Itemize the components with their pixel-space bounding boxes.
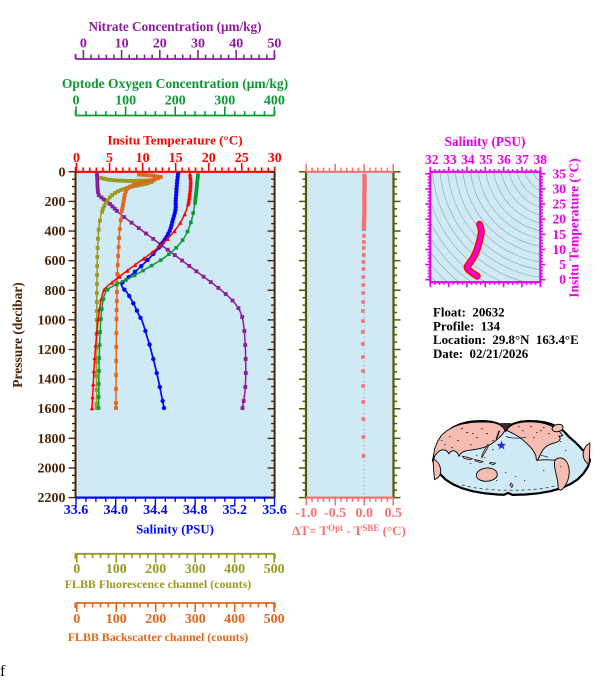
svg-text:34.4: 34.4 xyxy=(143,503,168,518)
svg-text:500: 500 xyxy=(264,562,285,577)
svg-text:100: 100 xyxy=(106,562,127,577)
svg-text:1600: 1600 xyxy=(38,402,66,417)
svg-text:Float: 20632: Float: 20632 xyxy=(433,305,505,319)
svg-text:20: 20 xyxy=(553,212,567,227)
svg-text:10: 10 xyxy=(115,37,129,52)
svg-text:400: 400 xyxy=(264,94,285,109)
svg-text:Location: 29.8°N 163.4°E: Location: 29.8°N 163.4°E xyxy=(433,333,579,347)
svg-text:500: 500 xyxy=(264,612,285,627)
svg-text:33: 33 xyxy=(443,152,457,167)
svg-text:1200: 1200 xyxy=(38,343,66,358)
svg-text:Insitu Temperature (°C): Insitu Temperature (°C) xyxy=(107,132,242,147)
svg-text:300: 300 xyxy=(185,562,206,577)
svg-text:15: 15 xyxy=(169,151,183,166)
svg-text:25: 25 xyxy=(235,151,249,166)
svg-text:Salinity (PSU): Salinity (PSU) xyxy=(445,134,526,149)
svg-text:35.6: 35.6 xyxy=(262,503,287,518)
svg-text:10: 10 xyxy=(553,242,567,257)
svg-text:100: 100 xyxy=(106,612,127,627)
svg-text:35.2: 35.2 xyxy=(223,503,248,518)
svg-text:Salinity (PSU): Salinity (PSU) xyxy=(136,523,214,537)
svg-text:15: 15 xyxy=(553,227,567,242)
svg-text:50: 50 xyxy=(267,37,281,52)
svg-text:200: 200 xyxy=(165,94,186,109)
svg-text:Insitu Temperature (°C): Insitu Temperature (°C) xyxy=(567,158,582,297)
svg-text:0.0: 0.0 xyxy=(355,506,373,521)
svg-text:FLBB Fluorescence channel (cou: FLBB Fluorescence channel (counts) xyxy=(65,577,251,591)
svg-text:600: 600 xyxy=(45,254,66,269)
svg-text:36: 36 xyxy=(497,152,511,167)
svg-text:0: 0 xyxy=(73,612,80,627)
svg-text:1400: 1400 xyxy=(38,373,66,388)
svg-text:Nitrate Concentration (μm/kg): Nitrate Concentration (μm/kg) xyxy=(88,19,261,34)
svg-text:37: 37 xyxy=(515,152,529,167)
svg-text:32: 32 xyxy=(425,152,439,167)
svg-text:1000: 1000 xyxy=(38,313,66,328)
svg-text:25: 25 xyxy=(553,197,567,212)
svg-text:33.6: 33.6 xyxy=(64,503,89,518)
svg-text:400: 400 xyxy=(45,225,66,240)
svg-text:0: 0 xyxy=(73,94,80,109)
svg-text:-1.0: -1.0 xyxy=(295,506,317,521)
svg-text:200: 200 xyxy=(145,562,166,577)
svg-text:Date: 02/21/2026: Date: 02/21/2026 xyxy=(433,347,529,361)
svg-text:30: 30 xyxy=(553,181,567,196)
svg-text:0: 0 xyxy=(73,562,80,577)
svg-text:Profile: 134: Profile: 134 xyxy=(433,319,501,333)
svg-text:10: 10 xyxy=(136,151,150,166)
svg-text:200: 200 xyxy=(145,612,166,627)
svg-text:20: 20 xyxy=(202,151,216,166)
svg-text:30: 30 xyxy=(191,37,205,52)
svg-text:5: 5 xyxy=(559,257,566,272)
svg-text:0: 0 xyxy=(73,151,80,166)
svg-text:35: 35 xyxy=(553,166,567,181)
svg-text:34.8: 34.8 xyxy=(183,503,208,518)
svg-text:400: 400 xyxy=(224,612,245,627)
svg-text:0.5: 0.5 xyxy=(384,506,402,521)
svg-text:FLBB Backscatter channel (coun: FLBB Backscatter channel (counts) xyxy=(68,630,248,644)
svg-text:ΔT= TOpt - TSBE (°C): ΔT= TOpt - TSBE (°C) xyxy=(292,523,406,538)
svg-text:0: 0 xyxy=(559,272,566,287)
svg-text:-0.5: -0.5 xyxy=(324,506,346,521)
svg-text:200: 200 xyxy=(45,195,66,210)
svg-text:0: 0 xyxy=(59,165,66,180)
svg-text:Optode Oxygen Concentration (μ: Optode Oxygen Concentration (μm/kg) xyxy=(62,76,288,91)
svg-text:34: 34 xyxy=(461,152,475,167)
svg-text:1800: 1800 xyxy=(38,432,66,447)
svg-text:Pressure (decibar): Pressure (decibar) xyxy=(10,282,25,388)
svg-text:35: 35 xyxy=(479,152,493,167)
svg-text:20: 20 xyxy=(153,37,167,52)
svg-text:300: 300 xyxy=(214,94,235,109)
svg-text:30: 30 xyxy=(268,151,282,166)
svg-text:5: 5 xyxy=(106,151,113,166)
svg-text:2200: 2200 xyxy=(38,491,66,506)
svg-text:800: 800 xyxy=(45,284,66,299)
svg-text:40: 40 xyxy=(229,37,243,52)
svg-text:300: 300 xyxy=(185,612,206,627)
svg-text:0: 0 xyxy=(80,37,87,52)
svg-text:34.0: 34.0 xyxy=(103,503,128,518)
svg-text:100: 100 xyxy=(115,94,136,109)
svg-text:2000: 2000 xyxy=(38,462,66,477)
svg-text:38: 38 xyxy=(533,152,547,167)
svg-text:400: 400 xyxy=(224,562,245,577)
